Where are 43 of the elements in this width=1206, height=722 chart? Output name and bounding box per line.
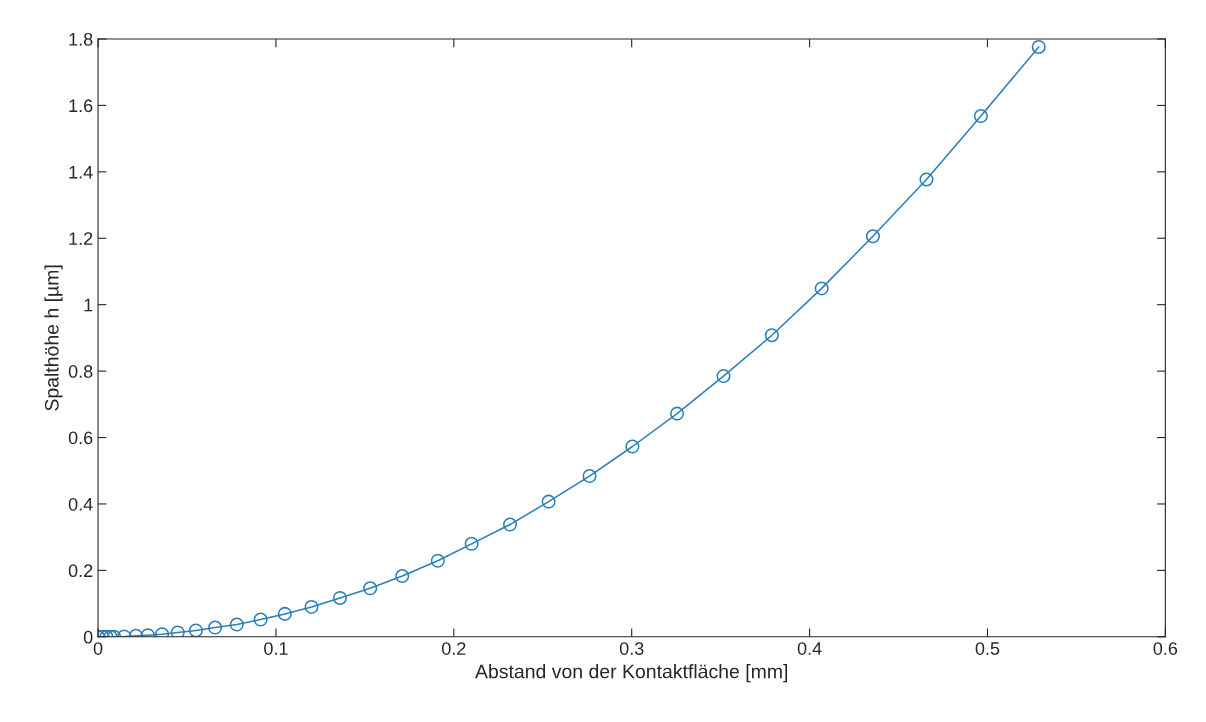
point [332, 590, 347, 605]
point [253, 612, 268, 627]
y-tick-label: 0 [83, 630, 93, 644]
x-tick-label: 0.5 [975, 642, 1000, 655]
point [503, 517, 518, 532]
point [814, 281, 829, 296]
point [188, 623, 203, 637]
y-tick-label: 0.2 [68, 564, 93, 578]
point [541, 494, 556, 509]
point [670, 406, 685, 421]
point [304, 599, 319, 614]
point [625, 439, 640, 454]
x-tick-label: 0.1 [264, 642, 288, 655]
point [363, 581, 378, 596]
y-tick-label: 1 [84, 298, 93, 312]
point [170, 625, 185, 637]
y-axis-title: Spalthöhe h [µm] [44, 265, 63, 411]
point [919, 172, 934, 187]
point [277, 606, 292, 621]
y-tick-label: 1.6 [69, 99, 93, 113]
y-tick-label: 1.8 [69, 32, 93, 46]
x-tick-label: 0 [93, 642, 103, 655]
point [716, 369, 731, 384]
x-axis-title: Abstand von der Kontaktfläche [mm] [475, 664, 788, 683]
x-tick-label: 0.6 [1153, 642, 1178, 655]
point [395, 569, 410, 584]
x-tick-label: 0.3 [619, 642, 644, 655]
point [973, 109, 988, 124]
y-tick-label: 1.2 [69, 232, 93, 245]
x-tick-label: 0.2 [441, 642, 466, 655]
y-tick-label: 0.4 [68, 497, 93, 511]
point [208, 620, 223, 635]
point [865, 229, 880, 244]
point [229, 617, 244, 632]
point [764, 328, 779, 343]
y-tick-label: 0.8 [68, 365, 93, 378]
point [582, 469, 597, 484]
y-tick-label: 1.4 [69, 165, 93, 179]
point [464, 536, 479, 551]
point [430, 553, 445, 568]
point [1031, 39, 1046, 54]
x-tick-label: 0.4 [797, 642, 822, 655]
y-tick-label: 0.6 [68, 431, 93, 445]
